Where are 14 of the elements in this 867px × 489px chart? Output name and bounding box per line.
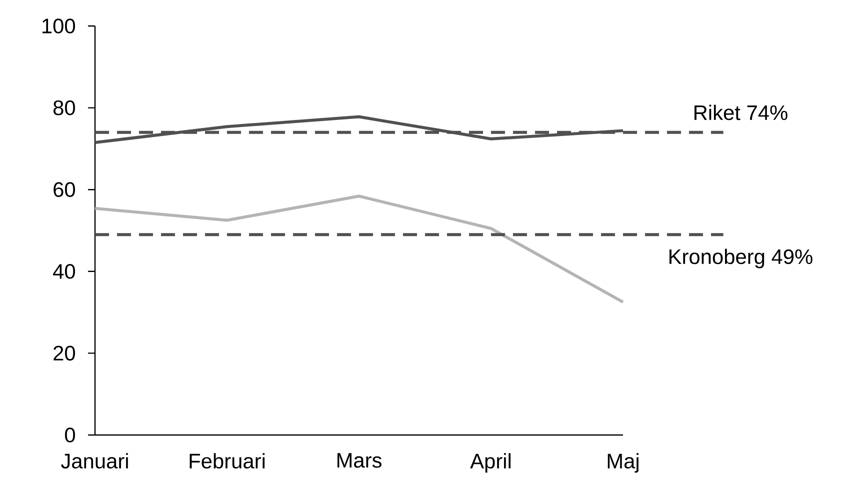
y-tick-label: 100 bbox=[42, 18, 76, 34]
y-tick-label: 60 bbox=[54, 182, 76, 197]
x-tick-label: Januari bbox=[61, 453, 128, 469]
y-tick-label: 80 bbox=[53, 100, 76, 116]
ref-line-label: Riket 74% bbox=[694, 104, 788, 120]
line-series bbox=[94, 194, 625, 304]
y-tick-label: 20 bbox=[54, 346, 76, 361]
y-tick-label: 0 bbox=[65, 428, 76, 442]
x-tick-label: Februari bbox=[190, 453, 265, 469]
x-tick-label: Mars bbox=[337, 453, 382, 468]
ref-line-label: Kronoberg 49% bbox=[670, 248, 812, 268]
x-tick-label: April bbox=[470, 453, 511, 473]
y-tick-label: 40 bbox=[53, 264, 76, 279]
x-tick-label: Maj bbox=[608, 453, 638, 473]
